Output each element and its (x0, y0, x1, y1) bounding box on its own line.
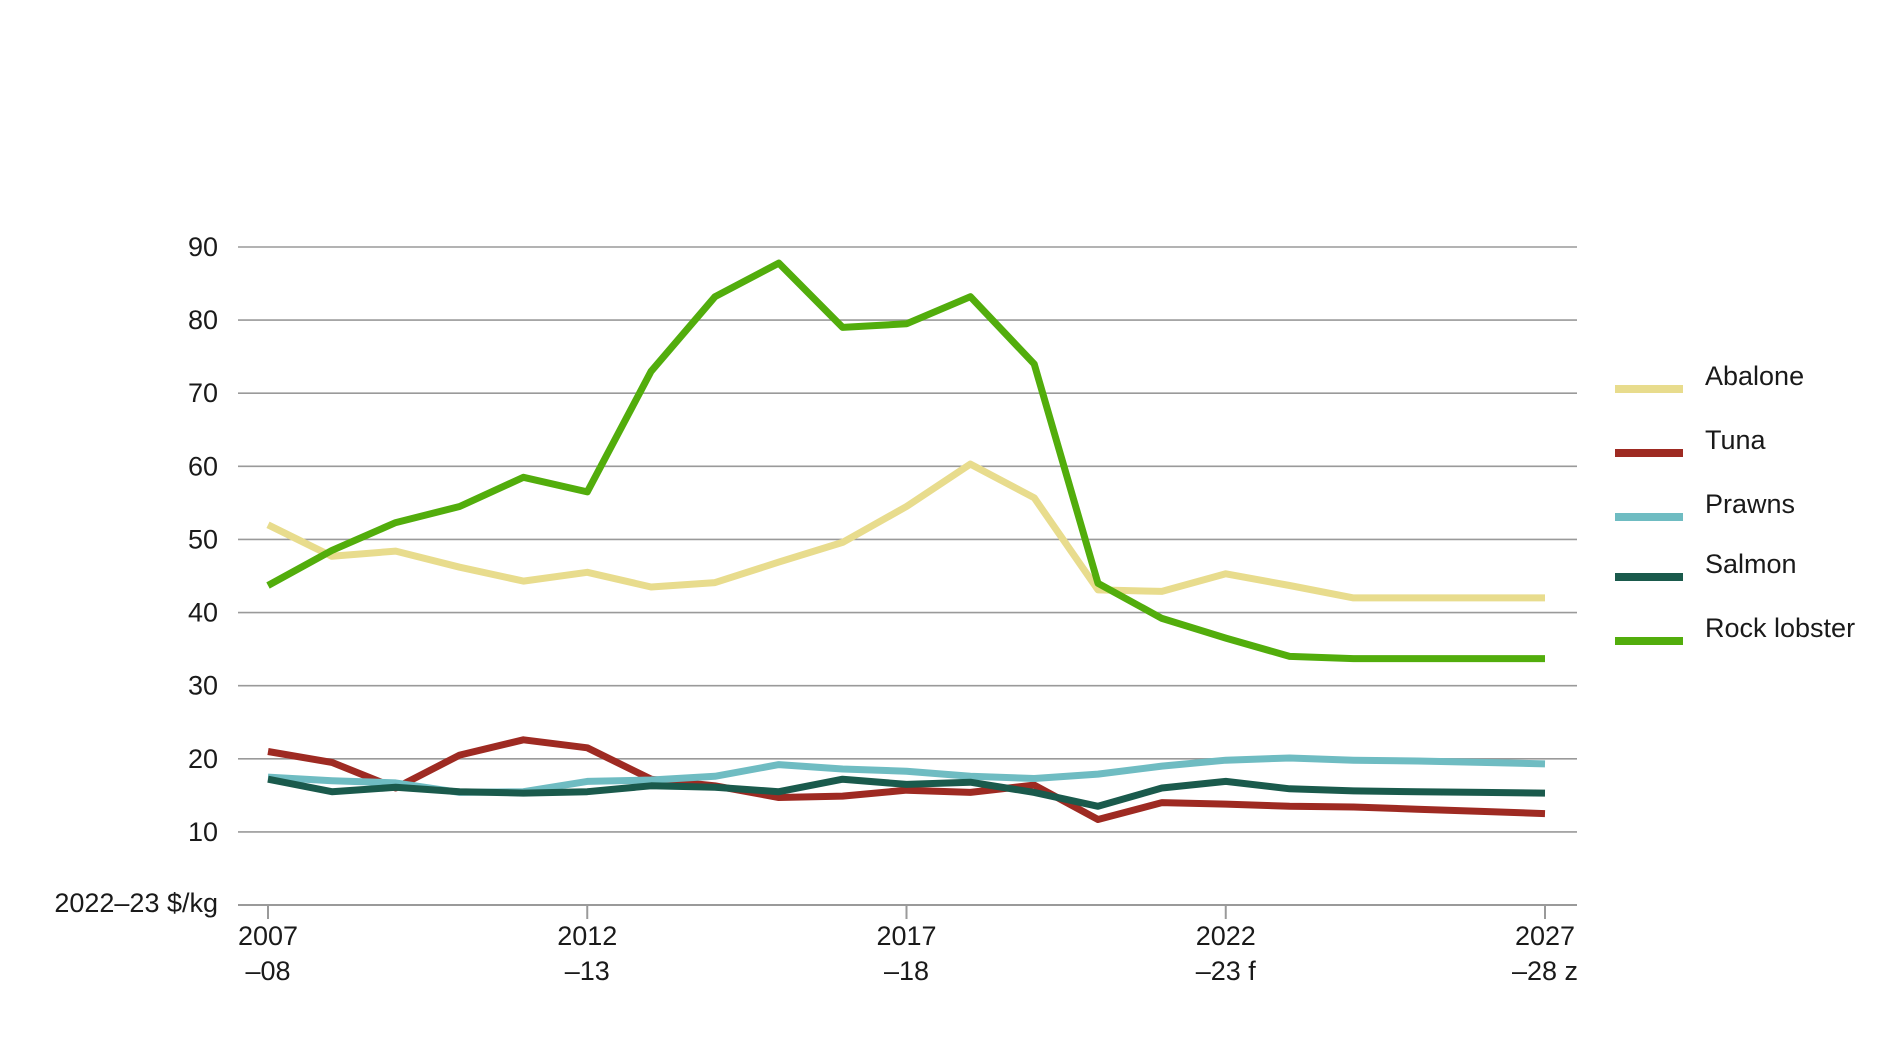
y-tick-label: 50 (188, 524, 218, 554)
x-tick-label-line2: –18 (884, 956, 929, 986)
y-tick-label: 60 (188, 451, 218, 481)
y-tick-label: 90 (188, 232, 218, 262)
series-line-rock-lobster (266, 259, 1545, 663)
x-tick-label: 2012 (557, 921, 617, 951)
y-tick-label: 40 (188, 598, 218, 628)
legend-label-abalone: Abalone (1705, 361, 1804, 391)
series-line-salmon (267, 775, 1546, 810)
legend-label-prawns: Prawns (1705, 489, 1795, 519)
legend-label-rock-lobster: Rock lobster (1705, 613, 1855, 643)
y-tick-label: 10 (188, 817, 218, 847)
y-axis-label: 2022–23 $/kg (54, 888, 218, 918)
legend: Abalone Tuna Prawns Salmon Rock lobster (1615, 361, 1855, 645)
y-tick-label: 70 (188, 378, 218, 408)
x-tick-label-line2: –13 (565, 956, 610, 986)
y-tick-label: 80 (188, 305, 218, 335)
x-tick-label-line2: –28 z (1512, 956, 1578, 986)
y-axis-ticks: 10 20 30 40 50 60 70 80 90 (188, 232, 218, 847)
y-tick-label: 30 (188, 671, 218, 701)
x-tick-label-line2: –23 f (1196, 956, 1257, 986)
series-lines (266, 259, 1546, 823)
x-tick-label: 2007 (238, 921, 298, 951)
series-line-tuna (267, 736, 1546, 823)
x-tick-label: 2022 (1196, 921, 1256, 951)
x-tick-label: 2027 (1515, 921, 1575, 951)
legend-label-tuna: Tuna (1705, 425, 1767, 455)
y-tick-label: 20 (188, 744, 218, 774)
x-tick-label-line2: –08 (245, 956, 290, 986)
gridlines (238, 246, 1577, 833)
series-line-abalone (266, 460, 1545, 602)
x-axis-ticks: 2007 –08 2012 –13 2017 –18 2022 –23 f 2027 –28 z (238, 905, 1578, 986)
x-tick-label: 2017 (876, 921, 936, 951)
legend-label-salmon: Salmon (1705, 549, 1797, 579)
